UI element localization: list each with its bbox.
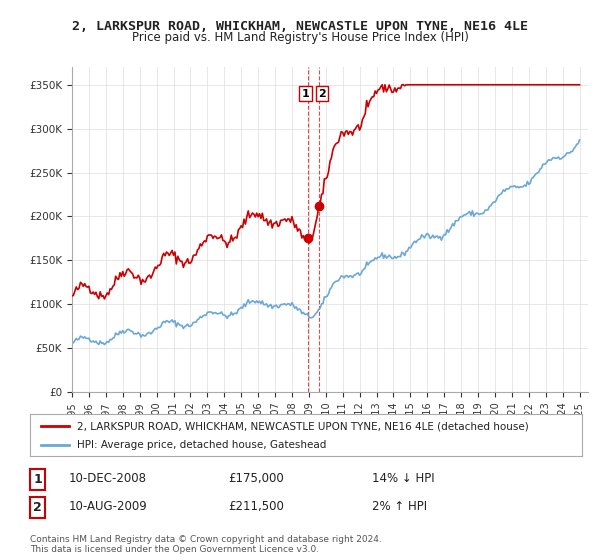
Text: 10-DEC-2008: 10-DEC-2008 — [69, 472, 147, 486]
Text: Contains HM Land Registry data © Crown copyright and database right 2024.
This d: Contains HM Land Registry data © Crown c… — [30, 535, 382, 554]
Text: 14% ↓ HPI: 14% ↓ HPI — [372, 472, 434, 486]
Text: 10-AUG-2009: 10-AUG-2009 — [69, 500, 148, 514]
Text: 2: 2 — [318, 88, 326, 99]
Text: 2, LARKSPUR ROAD, WHICKHAM, NEWCASTLE UPON TYNE, NE16 4LE (detached house): 2, LARKSPUR ROAD, WHICKHAM, NEWCASTLE UP… — [77, 421, 529, 431]
Text: Price paid vs. HM Land Registry's House Price Index (HPI): Price paid vs. HM Land Registry's House … — [131, 31, 469, 44]
Text: 1: 1 — [33, 473, 42, 486]
Text: 2: 2 — [33, 501, 42, 514]
Text: HPI: Average price, detached house, Gateshead: HPI: Average price, detached house, Gate… — [77, 440, 326, 450]
Text: 1: 1 — [302, 88, 310, 99]
Text: 2% ↑ HPI: 2% ↑ HPI — [372, 500, 427, 514]
Text: £175,000: £175,000 — [228, 472, 284, 486]
Text: £211,500: £211,500 — [228, 500, 284, 514]
Text: 2, LARKSPUR ROAD, WHICKHAM, NEWCASTLE UPON TYNE, NE16 4LE: 2, LARKSPUR ROAD, WHICKHAM, NEWCASTLE UP… — [72, 20, 528, 32]
